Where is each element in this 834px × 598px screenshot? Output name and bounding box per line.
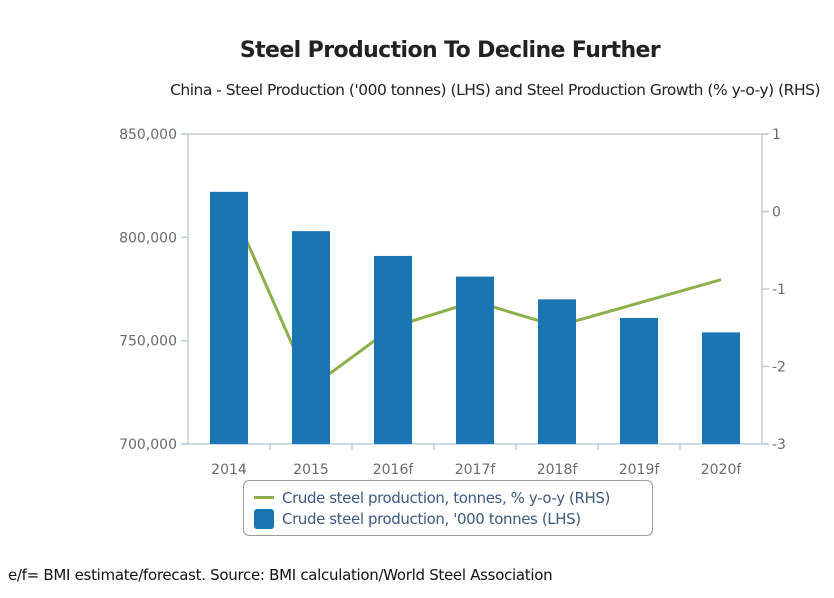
bar-2019f — [620, 317, 658, 444]
left-tick-label: 750,000 — [119, 334, 177, 350]
chart-title: Steel Production To Decline Further — [239, 38, 661, 63]
right-tick-label: 1 — [772, 127, 781, 143]
bar-2017f — [456, 276, 494, 444]
bar-series — [210, 191, 740, 444]
x-tick-label: 2018f — [537, 462, 579, 478]
x-tick-label: 2015 — [293, 462, 329, 478]
source-footnote: e/f= BMI estimate/forecast. Source: BMI … — [8, 566, 553, 584]
legend-bar-label: Crude steel production, '000 tonnes (LHS… — [282, 509, 581, 528]
chart-subtitle: China - Steel Production ('000 tonnes) (… — [170, 81, 820, 99]
bar-2014 — [210, 191, 248, 444]
left-tick-label: 800,000 — [119, 230, 177, 246]
legend-bar-swatch — [254, 508, 274, 529]
bar-2015 — [292, 231, 330, 444]
x-tick-label: 2017f — [455, 462, 497, 478]
x-tick-label: 2016f — [373, 462, 415, 478]
legend-item-bar: Crude steel production, '000 tonnes (LHS… — [254, 508, 652, 529]
legend-line-swatch — [254, 496, 274, 499]
bar-2018f — [538, 299, 576, 444]
right-tick-label: 0 — [772, 205, 781, 221]
left-tick-label: 700,000 — [119, 437, 177, 453]
right-tick-label: -3 — [772, 437, 786, 453]
legend-line-label: Crude steel production, tonnes, % y-o-y … — [282, 488, 610, 507]
legend: Crude steel production, tonnes, % y-o-y … — [243, 480, 653, 536]
bar-2020f — [702, 332, 740, 444]
right-tick-label: -1 — [772, 282, 786, 298]
bar-2016f — [374, 255, 412, 444]
left-tick-label: 850,000 — [119, 127, 177, 143]
right-tick-label: -2 — [772, 360, 786, 376]
legend-item-line: Crude steel production, tonnes, % y-o-y … — [254, 487, 652, 508]
x-tick-label: 2019f — [619, 462, 661, 478]
x-tick-label: 2014 — [211, 462, 247, 478]
x-tick-label: 2020f — [701, 462, 743, 478]
axes: 700,000 750,000 800,000 850,000 -3 -2 -1 0 1 2014… — [119, 127, 786, 478]
